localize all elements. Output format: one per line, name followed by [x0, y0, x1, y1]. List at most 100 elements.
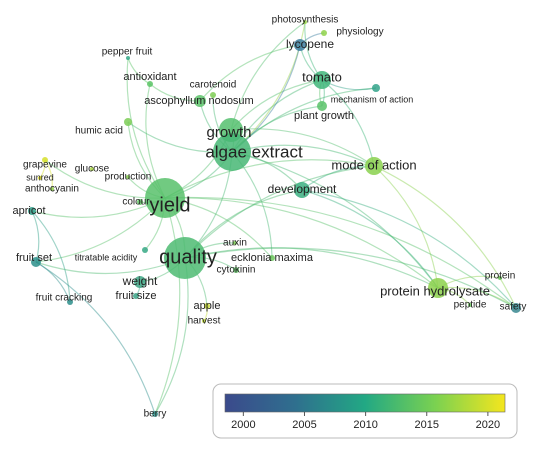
node	[233, 241, 237, 245]
node	[38, 176, 42, 180]
node-label: mode of action	[331, 157, 416, 172]
node-label: antioxidant	[123, 71, 176, 83]
node	[67, 299, 73, 305]
node-label: grapevine	[23, 160, 67, 171]
node-label: ecklonia maxima	[231, 252, 314, 264]
node	[28, 207, 36, 215]
node	[269, 255, 275, 261]
edge	[164, 197, 439, 289]
node-label: peptide	[454, 300, 487, 311]
edge	[301, 189, 439, 289]
node	[498, 276, 502, 280]
node	[233, 267, 239, 273]
edge	[199, 44, 301, 102]
node-label: auxin	[223, 238, 247, 249]
node	[294, 39, 306, 51]
node-label: fruit size	[116, 290, 157, 302]
node-label: harvest	[188, 316, 221, 327]
colorbar-tick-label: 2020	[476, 419, 500, 431]
node	[194, 95, 206, 107]
node	[145, 178, 185, 218]
node	[321, 30, 327, 36]
edge	[35, 261, 156, 415]
node	[365, 157, 383, 175]
node-label: cytokinin	[217, 265, 256, 276]
node	[210, 92, 216, 98]
node-label: apple	[194, 300, 221, 312]
node-label: plant growth	[294, 110, 354, 122]
node-label: tomato	[302, 69, 342, 84]
node-label: humic acid	[75, 126, 123, 137]
edge	[321, 79, 375, 167]
colorbar-tick-label: 2010	[353, 419, 377, 431]
node	[134, 276, 146, 288]
node	[90, 167, 94, 171]
node	[133, 293, 139, 299]
colorbar-tick-label: 2005	[292, 419, 316, 431]
node-label: photosynthesis	[272, 15, 339, 26]
node-label: protein hydrolysate	[380, 283, 490, 298]
node-label: protein	[485, 271, 516, 282]
edge	[231, 151, 439, 289]
node	[126, 56, 130, 60]
node-label: production	[105, 172, 152, 183]
node-label: berry	[144, 409, 167, 420]
node-label: physiology	[336, 27, 383, 38]
edge	[154, 197, 181, 415]
node	[202, 319, 206, 323]
edges	[31, 21, 517, 415]
edge	[164, 159, 375, 199]
node-label: carotenoid	[190, 80, 237, 91]
edge	[184, 247, 517, 309]
node-label: weight	[122, 274, 158, 288]
node-label: ascophyllum nodosum	[144, 95, 253, 107]
node	[468, 303, 472, 307]
edge	[231, 87, 377, 153]
node-label: pepper fruit	[102, 47, 153, 58]
node	[126, 175, 130, 179]
node-label: mechanism of action	[331, 94, 414, 104]
node	[31, 257, 41, 267]
node	[124, 118, 132, 126]
node	[204, 303, 210, 309]
node-label: growth	[206, 124, 251, 141]
edge	[31, 210, 71, 303]
edge	[230, 128, 375, 167]
edge	[373, 165, 439, 289]
node-label: lycopene	[286, 37, 334, 51]
node	[313, 71, 331, 89]
node	[428, 278, 448, 298]
edge	[184, 247, 439, 289]
node-label: development	[268, 182, 337, 196]
edge	[230, 21, 306, 131]
color-bar	[224, 393, 506, 413]
node-label: glucose	[75, 164, 110, 175]
node	[152, 411, 158, 417]
edge	[184, 165, 375, 259]
nodes	[28, 20, 521, 417]
node-label: algae extract	[205, 142, 303, 161]
node	[303, 20, 307, 24]
node-label: safety	[500, 302, 527, 313]
colorbar-tick-label: 2015	[415, 419, 439, 431]
legend: 2000 2005 2010 2015 2020	[231, 412, 500, 431]
node-label: sunred	[26, 172, 54, 182]
node	[147, 81, 153, 87]
node-label: anthocyanin	[25, 184, 79, 195]
node	[50, 187, 54, 191]
node-label: colour	[122, 197, 150, 208]
node-label: yield	[149, 194, 190, 216]
node	[142, 247, 148, 253]
node	[213, 133, 251, 171]
node	[164, 237, 206, 279]
node	[317, 101, 327, 111]
edge	[301, 189, 517, 309]
colorbar-tick-label: 2000	[231, 419, 255, 431]
node	[42, 157, 48, 163]
node	[294, 182, 310, 198]
node	[372, 84, 380, 92]
node	[511, 303, 521, 313]
node-label: fruit cracking	[36, 293, 93, 304]
